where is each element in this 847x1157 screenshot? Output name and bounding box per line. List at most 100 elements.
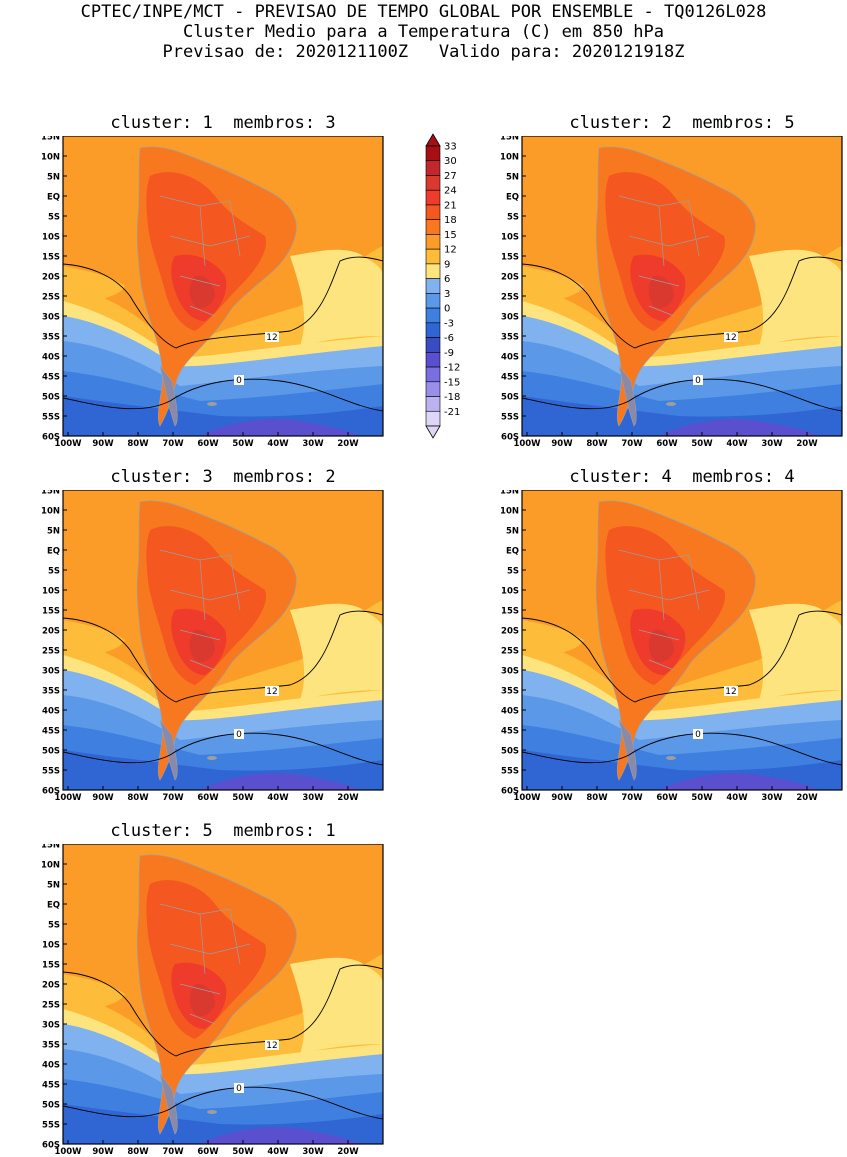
- colorbar-label: 21: [444, 200, 457, 211]
- header-line-1: CPTEC/INPE/MCT - PREVISAO DE TEMPO GLOBA…: [80, 2, 767, 22]
- lat-label: 10S: [501, 233, 519, 243]
- panel-title-5: cluster: 5 membros: 1: [110, 821, 336, 841]
- colorbar-label: -15: [444, 377, 460, 388]
- colorbar-swatch: [425, 145, 441, 162]
- contour-label-0: 0: [693, 729, 703, 740]
- svg-text:0: 0: [236, 730, 242, 740]
- colorbar-label: 0: [444, 304, 450, 315]
- lat-label: 60S: [501, 433, 519, 443]
- temperature-field: [522, 136, 842, 436]
- lon-label: 50W: [232, 1147, 254, 1154]
- lat-label: 25S: [42, 647, 60, 657]
- lon-label: 20W: [796, 439, 818, 446]
- colorbar-swatch: [425, 248, 441, 265]
- lat-label: 50S: [42, 747, 60, 757]
- svg-text:12: 12: [725, 333, 736, 343]
- lat-label: 45S: [42, 727, 60, 737]
- colorbar-label: -6: [444, 333, 454, 344]
- lat-label: 5S: [48, 213, 60, 223]
- lat-label: 25S: [42, 1001, 60, 1011]
- lat-label: 10S: [42, 941, 60, 951]
- colorbar-swatch: [425, 352, 441, 368]
- temperature-field: [63, 136, 383, 436]
- lat-label: 15N: [41, 490, 60, 497]
- lat-label: EQ: [47, 547, 60, 557]
- lat-label: 35S: [42, 1041, 60, 1051]
- lat-label: 55S: [501, 767, 519, 777]
- colorbar-swatch: [425, 234, 441, 250]
- svg-text:12: 12: [266, 1041, 277, 1051]
- lat-label: 30S: [42, 313, 60, 323]
- svg-text:0: 0: [236, 1084, 242, 1094]
- colorbar-swatch: [425, 219, 441, 235]
- lat-label: 15N: [41, 844, 60, 851]
- colorbar-label: -12: [444, 363, 460, 374]
- colorbar-swatch: [425, 307, 441, 324]
- lat-label: 55S: [42, 413, 60, 423]
- lat-label: 20S: [42, 273, 60, 283]
- lat-label: 15S: [42, 961, 60, 971]
- colorbar-label: -9: [444, 348, 454, 359]
- contour-label-12: 12: [724, 332, 738, 343]
- lat-label: 10N: [500, 507, 519, 517]
- contour-label-12: 12: [724, 686, 738, 697]
- colorbar-label: 12: [444, 245, 457, 256]
- colorbar-label: 3: [444, 289, 450, 300]
- lon-label: 100W: [54, 793, 82, 800]
- colorbar-label: -21: [444, 407, 460, 418]
- lon-label: 40W: [267, 1147, 289, 1154]
- lat-label: 35S: [501, 333, 519, 343]
- lat-label: 35S: [501, 687, 519, 697]
- lat-label: EQ: [506, 547, 519, 557]
- lon-label: 30W: [761, 439, 783, 446]
- temperature-field: [522, 490, 842, 790]
- contour-label-0: 0: [693, 375, 703, 386]
- lat-label: 15S: [42, 253, 60, 263]
- lon-label: 20W: [796, 793, 818, 800]
- panel-title-1: cluster: 1 membros: 3: [110, 113, 336, 133]
- lon-label: 30W: [302, 439, 324, 446]
- lat-label: 10N: [41, 153, 60, 163]
- lat-label: 15S: [501, 607, 519, 617]
- lat-label: 50S: [42, 1101, 60, 1111]
- lat-label: 50S: [501, 747, 519, 757]
- lon-label: 100W: [54, 439, 82, 446]
- lat-label: 40S: [501, 353, 519, 363]
- lon-label: 100W: [513, 439, 541, 446]
- lat-label: 5N: [506, 173, 519, 183]
- colorbar-swatch: [425, 189, 441, 206]
- colorbar-swatch: [425, 337, 441, 353]
- contour-label-12: 12: [265, 1040, 279, 1051]
- lon-label: 50W: [232, 793, 254, 800]
- lat-label: 5S: [48, 921, 60, 931]
- lon-label: 20W: [337, 793, 359, 800]
- lat-label: 15N: [41, 136, 60, 143]
- lat-label: EQ: [506, 193, 519, 203]
- map-panel-5: 12 0 15N 10N 5N EQ 5S 10S 15S 20S 25S 30S 35S 40S 45S 5…: [41, 844, 384, 1154]
- colorbar-swatch: [425, 381, 441, 397]
- lat-label: 30S: [42, 1021, 60, 1031]
- colorbar-arrow-top: [425, 133, 441, 147]
- header-line-3: Previsao de: 2020121100Z Valido para: 20…: [162, 42, 685, 62]
- lat-label: 10S: [42, 587, 60, 597]
- lat-label: 35S: [42, 687, 60, 697]
- colorbar-swatch: [425, 322, 441, 338]
- colorbar-label: 15: [444, 230, 457, 241]
- lat-label: 40S: [42, 353, 60, 363]
- colorbar-label: 9: [444, 259, 450, 270]
- panel-title-3: cluster: 3 membros: 2: [110, 467, 336, 487]
- temperature-field: [63, 490, 383, 790]
- lon-label: 60W: [197, 439, 219, 446]
- lon-label: 50W: [691, 439, 713, 446]
- lon-label: 60W: [656, 793, 678, 800]
- colorbar-label: 30: [444, 156, 457, 167]
- header-line-2: Cluster Medio para a Temperatura (C) em …: [182, 22, 665, 42]
- lon-label: 90W: [551, 793, 573, 800]
- lat-label: 45S: [42, 1081, 60, 1091]
- colorbar-swatch: [425, 278, 441, 294]
- lat-label: 15N: [500, 136, 519, 143]
- lon-label: 100W: [54, 1147, 82, 1154]
- svg-text:12: 12: [266, 687, 277, 697]
- lon-label: 90W: [92, 1147, 114, 1154]
